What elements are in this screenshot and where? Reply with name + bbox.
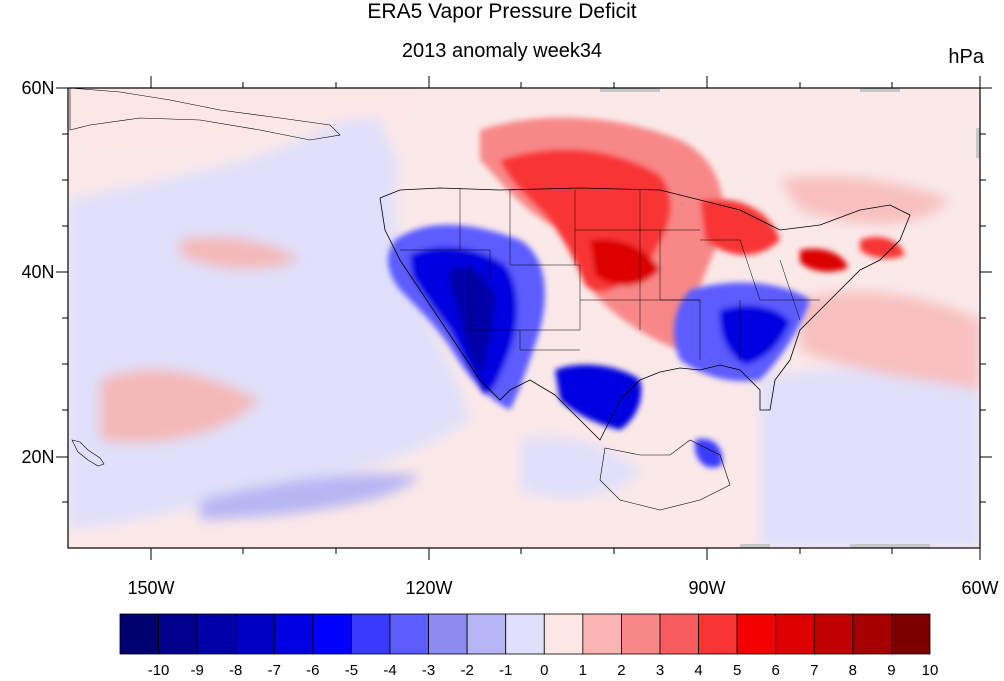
nodata-strip-bottom-right [850, 544, 930, 548]
colorbar-label: 3 [656, 662, 664, 679]
kansas-max [590, 239, 660, 286]
nodata-strip-top [600, 88, 660, 92]
tick-marks [56, 76, 992, 560]
lat-label-20n: 20N [21, 447, 54, 467]
colorbar-label: -8 [229, 662, 242, 679]
gulf-blue [520, 436, 640, 499]
ohio-positive [800, 248, 848, 272]
colorbar-swatch [158, 613, 198, 655]
colorbar: -10 -9 -8 -7 -6 -5 -4 -3 -2 -1 0 1 2 3 4 5 6 7 8 9 10 [119, 613, 939, 679]
colorbar-swatch [273, 613, 314, 655]
colorbar-label: -4 [383, 662, 396, 679]
colorbar-label: -9 [190, 662, 203, 679]
great-lakes-positive [700, 199, 780, 255]
colorbar-label: 5 [733, 662, 741, 679]
colorbar-swatch [119, 613, 159, 655]
colorbar-label: -3 [422, 662, 435, 679]
colorbar-label: -5 [345, 662, 358, 679]
colorbar-label: 8 [849, 662, 857, 679]
southeast-negative-core [719, 305, 790, 365]
colorbar-swatch [621, 613, 661, 655]
colorbar-swatch [582, 613, 622, 655]
nodata-strip-bottom [740, 544, 770, 548]
colorbar-swatch [196, 613, 237, 655]
lat-label-40n: 40N [21, 262, 54, 282]
colorbar-swatch [775, 613, 815, 655]
colorbar-swatch [659, 613, 699, 655]
pacific-pink-blob [100, 369, 260, 443]
colorbar-label: 10 [922, 662, 939, 679]
central-america-coastline [599, 439, 731, 511]
colorbar-swatch [698, 613, 738, 655]
colorbar-label: -6 [306, 662, 319, 679]
nodata-strip-right [976, 128, 980, 158]
colorbar-swatch [813, 613, 854, 655]
colorbar-label: 7 [810, 662, 818, 679]
colorbar-swatch [235, 613, 275, 655]
colorbar-label: 1 [579, 662, 587, 679]
caribbean-blue [760, 369, 980, 548]
lon-label-150w: 150W [127, 578, 174, 598]
lat-label-60n: 60N [21, 78, 54, 98]
colorbar-label: -10 [148, 662, 170, 679]
pacific-blue-streak [200, 473, 420, 520]
colorbar-label: 0 [540, 662, 548, 679]
colorbar-swatch [543, 613, 584, 655]
colorbar-swatch [428, 613, 468, 655]
map-subtitle: 2013 anomaly week34 [401, 40, 603, 62]
anomaly-field [68, 88, 980, 548]
colorbar-label: -7 [268, 662, 281, 679]
units-label: hPa [948, 46, 984, 68]
colorbar-swatch [389, 613, 429, 655]
colorbar-label: 6 [772, 662, 780, 679]
colorbar-swatch [466, 613, 507, 655]
alaska-coastline [69, 88, 341, 141]
colorbar-label: -2 [460, 662, 473, 679]
colorbar-swatch [351, 613, 391, 655]
lon-label-120w: 120W [405, 578, 452, 598]
map-title: ERA5 Vapor Pressure Deficit [367, 0, 637, 23]
colorbar-label: 2 [617, 662, 625, 679]
colorbar-label: 9 [887, 662, 895, 679]
colorbar-label: 4 [694, 662, 702, 679]
hawaii-coastline [71, 439, 105, 467]
texas-negative [555, 364, 642, 430]
colorbar-label: -1 [499, 662, 512, 679]
north-america-coastline [379, 187, 911, 441]
colorbar-swatch [852, 613, 892, 655]
colorbar-swatch [505, 613, 545, 655]
southwest-negative-core [449, 267, 495, 375]
colorbar-swatch [891, 613, 931, 655]
north-pacific-pink [68, 88, 420, 152]
colorbar-swatch [736, 613, 777, 655]
state-borders [400, 188, 820, 360]
nodata-strip-top-right [860, 88, 900, 92]
atlantic-pink [800, 291, 980, 390]
lon-label-60w: 60W [961, 578, 998, 598]
lon-label-90w: 90W [688, 578, 725, 598]
colorbar-swatch [312, 613, 352, 655]
pacific-pink-streak [180, 236, 300, 270]
canada-pink [780, 176, 950, 224]
ne-positive [860, 236, 905, 259]
